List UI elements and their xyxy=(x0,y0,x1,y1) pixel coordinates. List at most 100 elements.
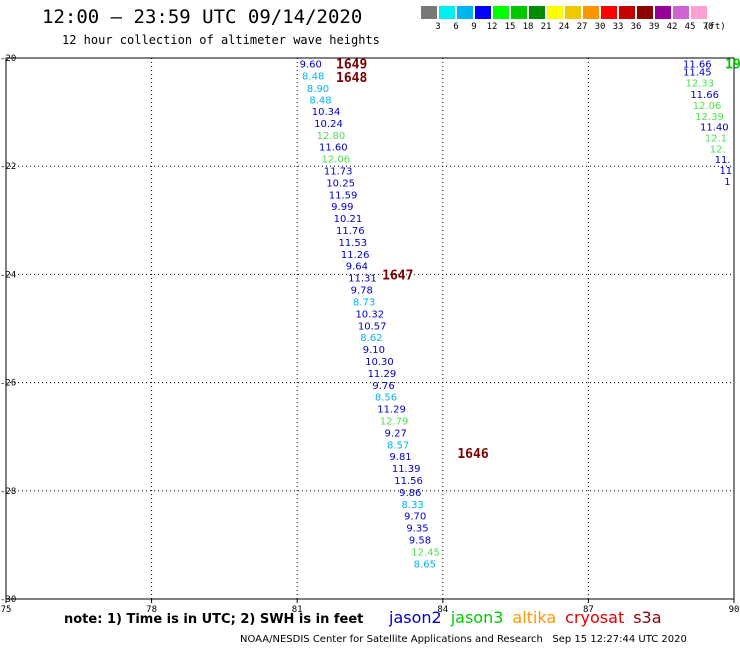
legend-swatch xyxy=(601,6,617,19)
legend-label: 21 xyxy=(540,22,552,32)
wave-height-value: 12. xyxy=(710,144,726,155)
legend-label: 70 xyxy=(702,22,714,32)
wave-height-value: 12.79 xyxy=(380,416,409,427)
legend-label: 6 xyxy=(453,22,459,32)
wave-height-value: 11. xyxy=(715,155,731,166)
satellite-jason3: jason3 xyxy=(450,608,504,627)
wave-height-value: 12.06 xyxy=(321,155,350,166)
wave-height-value: 9.70 xyxy=(404,512,426,523)
wave-height-value: 10.57 xyxy=(358,321,387,332)
pass-number: 19 xyxy=(725,57,740,72)
wave-height-value: 8.33 xyxy=(402,500,424,511)
wave-height-value: 8.73 xyxy=(353,297,375,308)
wave-height-value: 8.57 xyxy=(387,440,409,451)
longitude-tick-label: 90 xyxy=(729,605,740,615)
wave-height-value: 12.39 xyxy=(695,112,724,123)
wave-height-value: 8.56 xyxy=(375,393,397,404)
wave-height-value: 12.06 xyxy=(693,101,722,112)
page-subtitle: 12 hour collection of altimeter wave hei… xyxy=(62,33,380,47)
wave-height-value: 10.30 xyxy=(365,357,394,368)
legend-swatch xyxy=(529,6,545,19)
legend-swatch xyxy=(475,6,491,19)
legend-label: 12 xyxy=(486,22,498,32)
wave-height-value: 10.24 xyxy=(314,119,343,130)
longitude-tick-label: 87 xyxy=(583,605,594,615)
wave-height-value: 11.40 xyxy=(700,123,729,134)
satellite-altika: altika xyxy=(512,608,557,627)
legend-swatch xyxy=(547,6,563,19)
legend-label: 42 xyxy=(666,22,678,32)
legend-swatch xyxy=(565,6,581,19)
longitude-tick-label: 78 xyxy=(146,605,157,615)
legend-label: 39 xyxy=(648,22,660,32)
wave-height-value: 11.60 xyxy=(319,143,348,154)
wave-height-value: 9.81 xyxy=(389,452,411,463)
wave-height-value: 12.45 xyxy=(411,547,440,558)
wave-height-value: 10.25 xyxy=(326,178,355,189)
legend-swatch xyxy=(493,6,509,19)
wave-height-value: 11.53 xyxy=(338,238,367,249)
wave-height-value: 9.10 xyxy=(363,345,385,356)
latitude-tick-label: -30 xyxy=(0,595,16,605)
satellite-cryosat: cryosat xyxy=(565,608,625,627)
wave-height-value: 9.78 xyxy=(351,286,373,297)
wave-height-value: 11.56 xyxy=(394,476,423,487)
pass-number: 1647 xyxy=(382,268,413,283)
wave-height-value: 10.32 xyxy=(355,309,384,320)
legend-label: 3 xyxy=(435,22,441,32)
wave-height-value: 11 xyxy=(719,166,732,177)
wave-height-value: 11.39 xyxy=(392,464,421,475)
wave-height-value: 11.45 xyxy=(683,68,712,79)
longitude-tick-label: 81 xyxy=(292,605,303,615)
wave-height-value: 11.66 xyxy=(690,90,719,101)
legend-label: 18 xyxy=(522,22,534,32)
pass-number: 1649 xyxy=(336,57,367,72)
wave-height-value: 9.99 xyxy=(331,202,353,213)
wave-height-value: 11.66 xyxy=(683,59,712,70)
wave-height-value: 9.35 xyxy=(406,524,428,535)
latitude-tick-label: -20 xyxy=(0,54,16,64)
wave-height-value: 9.58 xyxy=(409,535,431,546)
legend-label: 30 xyxy=(594,22,606,32)
legend-swatch xyxy=(457,6,473,19)
legend-label: 36 xyxy=(630,22,642,32)
legend-swatch xyxy=(691,6,707,19)
latitude-tick-label: -24 xyxy=(0,270,16,280)
pass-number: 1646 xyxy=(457,447,488,462)
map-frame xyxy=(5,57,735,600)
legend-swatch xyxy=(673,6,689,19)
note-text: note: 1) Time is in UTC; 2) SWH is in fe… xyxy=(64,612,364,627)
satellite-s3a: s3a xyxy=(633,608,662,627)
wave-height-value: 1 xyxy=(724,177,730,188)
legend-label: 27 xyxy=(576,22,588,32)
legend-swatch xyxy=(583,6,599,19)
wave-height-value: 9.86 xyxy=(399,488,421,499)
wave-height-value: 10.21 xyxy=(334,214,363,225)
wave-height-value: 10.34 xyxy=(312,107,341,118)
latitude-tick-label: -26 xyxy=(0,379,16,389)
legend-swatch xyxy=(439,6,455,19)
wave-height-value: 11.76 xyxy=(336,226,365,237)
wave-height-value: 11.59 xyxy=(329,190,358,201)
legend-label: 9 xyxy=(471,22,477,32)
legend-swatch xyxy=(619,6,635,19)
legend-swatch xyxy=(655,6,671,19)
legend-label: 15 xyxy=(504,22,516,32)
legend-label: 24 xyxy=(558,22,570,32)
wave-height-value: 9.27 xyxy=(385,428,407,439)
wave-height-value: 9.76 xyxy=(372,381,394,392)
legend-swatch xyxy=(511,6,527,19)
wave-height-value: 9.64 xyxy=(346,262,368,273)
longitude-tick-label: 75 xyxy=(1,605,12,615)
wave-height-value: 12.1 xyxy=(705,134,727,145)
footer-credit: NOAA/NESDIS Center for Satellite Applica… xyxy=(240,634,687,645)
legend-label: 45 xyxy=(684,22,696,32)
wave-height-value: 11.29 xyxy=(368,369,397,380)
pass-number: 1648 xyxy=(336,71,367,86)
wave-height-value: 11.73 xyxy=(324,167,353,178)
page-title: 12:00 – 23:59 UTC 09/14/2020 xyxy=(42,6,363,28)
latitude-tick-label: -22 xyxy=(0,162,16,172)
wave-height-value: 11.31 xyxy=(348,274,377,285)
wave-height-value: 9.60 xyxy=(300,59,322,70)
